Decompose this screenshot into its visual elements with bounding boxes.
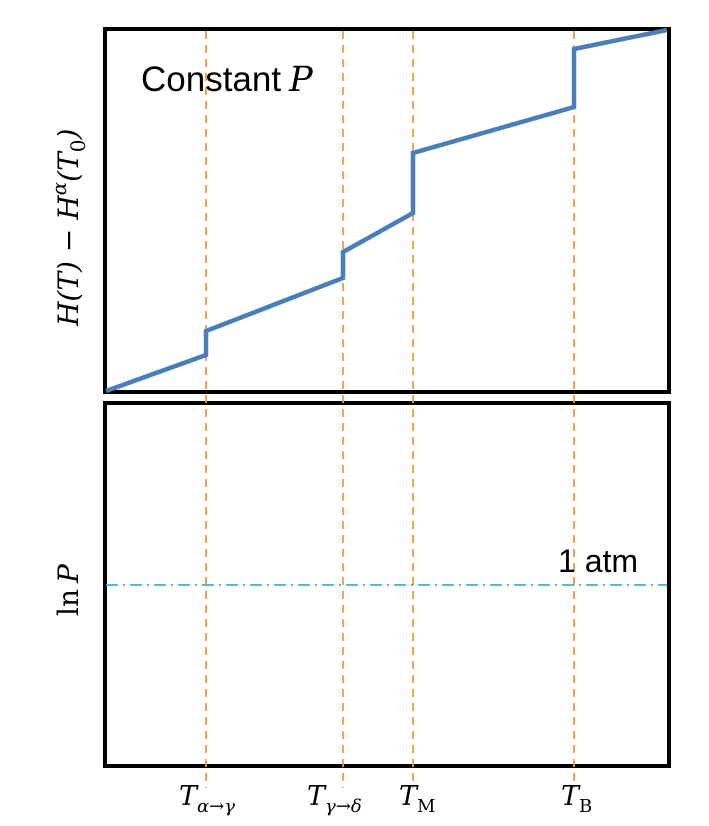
transition-label-alpha-gamma: Tα→γ bbox=[179, 781, 235, 817]
transition-label-gamma-delta: Tγ→δ bbox=[307, 781, 362, 817]
top-panel-frame bbox=[103, 27, 671, 394]
enthalpy-curve bbox=[105, 27, 668, 394]
pressure-1atm-label: 1 atm bbox=[558, 543, 638, 579]
transition-label-boiling: TB bbox=[561, 781, 592, 817]
enthalpy-axis-label: H(T) − Hα(T0) bbox=[47, 129, 90, 327]
bottom-panel-frame bbox=[103, 401, 671, 768]
transition-lines bbox=[205, 31, 575, 788]
constant-pressure-label: Constant P bbox=[141, 60, 314, 100]
log-pressure-axis-label: lnP bbox=[52, 563, 85, 616]
transition-label-melting: TM bbox=[399, 781, 435, 817]
